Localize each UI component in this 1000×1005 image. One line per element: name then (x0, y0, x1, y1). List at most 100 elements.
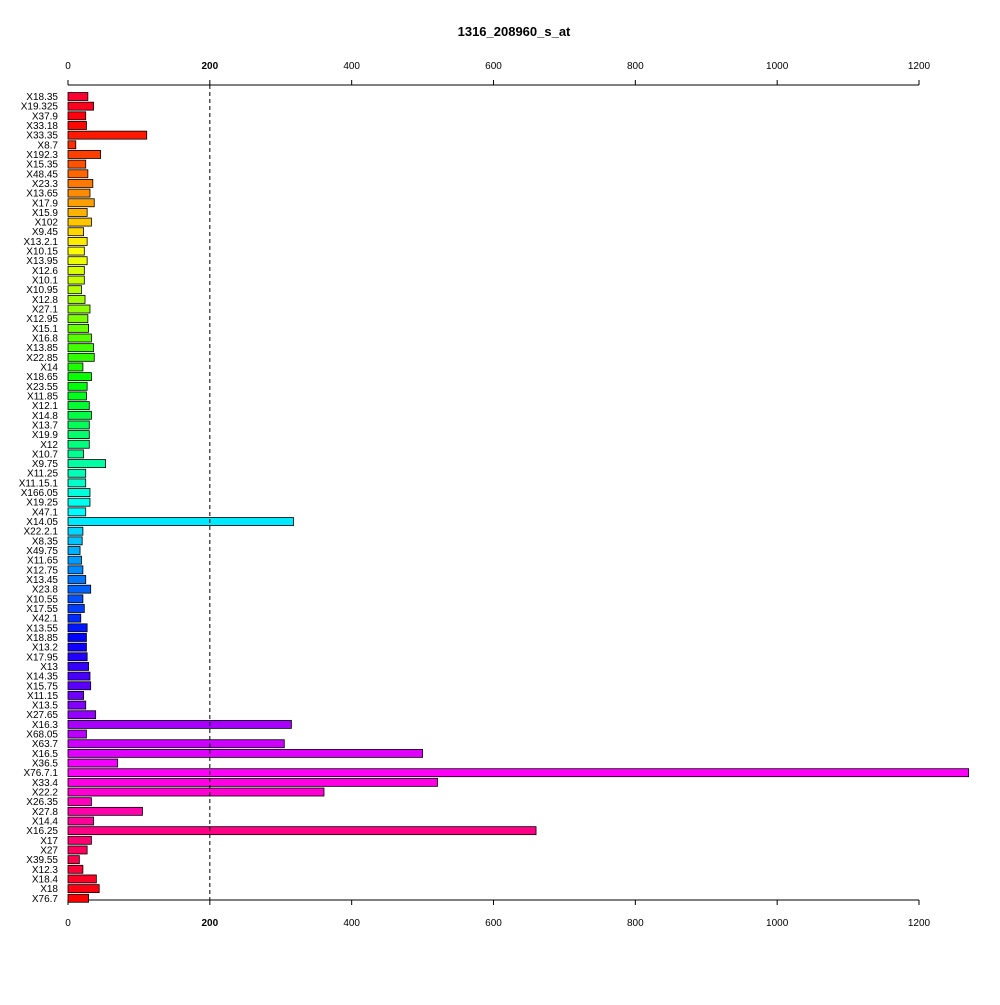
category-label: X39.55 (26, 855, 58, 866)
category-label: X12.3 (32, 865, 59, 876)
bar (67, 710, 97, 720)
category-label: X76.7.1 (24, 768, 59, 779)
bar (67, 835, 92, 845)
bar-series (67, 92, 970, 903)
tick-label: 0 (65, 918, 71, 929)
bar (67, 826, 537, 836)
bar (67, 555, 82, 565)
category-label: X10.1 (32, 276, 59, 287)
category-label: X27.65 (26, 710, 58, 721)
category-label: X22.2.1 (24, 527, 59, 538)
bar (67, 198, 95, 208)
tick-label: 1200 (908, 918, 931, 929)
bar (67, 101, 94, 111)
category-label: X19.325 (21, 102, 59, 113)
category-label: X13 (40, 662, 58, 673)
top-x-axis: 0 200 400 600 800 1000 1200 (65, 61, 931, 86)
category-label: X11.25 (27, 469, 58, 480)
tick-label: 200 (201, 918, 218, 929)
category-label: X27.8 (32, 807, 59, 818)
category-label: X18.65 (26, 372, 58, 383)
category-label: X12.8 (32, 295, 59, 306)
category-label: X8.7 (37, 140, 58, 151)
bar (67, 816, 94, 826)
bar (67, 536, 83, 546)
category-label: X14 (40, 362, 58, 373)
bar (67, 449, 85, 459)
bar (67, 797, 92, 807)
tick-label: 400 (343, 61, 360, 72)
bar (67, 430, 90, 440)
category-label: X15.35 (26, 160, 58, 171)
category-label: X37.9 (32, 111, 59, 122)
bar (67, 140, 77, 150)
category-label: X33.35 (26, 131, 58, 142)
bar (67, 507, 87, 517)
bar (67, 323, 89, 333)
category-label: X102 (35, 218, 59, 229)
bar (67, 236, 88, 246)
category-label: X13.5 (32, 701, 59, 712)
category-label: X11.15.1 (19, 478, 59, 489)
category-label: X27.1 (32, 305, 59, 316)
category-label: X17.55 (26, 604, 58, 615)
category-labels: X18.35X19.325X37.9X33.18X33.35X8.7X192.3… (19, 92, 59, 905)
category-label: X33.4 (32, 778, 59, 789)
tick-label: 0 (65, 61, 71, 72)
bar (67, 874, 97, 884)
bar (67, 671, 91, 681)
bar (67, 121, 87, 130)
bar (67, 217, 92, 227)
category-label: X13.2.1 (24, 237, 59, 248)
category-label: X10.55 (26, 594, 58, 605)
bar (67, 391, 87, 401)
bar (67, 864, 84, 874)
bar (67, 304, 91, 314)
bar (67, 594, 84, 604)
category-label: X14.4 (32, 817, 59, 828)
category-label: X23.8 (32, 585, 59, 596)
bar (67, 468, 87, 478)
bar (67, 855, 80, 865)
bar (67, 381, 88, 391)
bar (67, 584, 92, 594)
bar (67, 150, 102, 159)
bar (67, 362, 84, 372)
bar (67, 662, 89, 671)
category-label: X11.85 (27, 391, 58, 402)
category-label: X12.75 (26, 565, 58, 576)
category-label: X23.3 (32, 179, 59, 190)
category-label: X8.35 (32, 536, 59, 547)
bar (67, 294, 86, 304)
bar (67, 546, 81, 555)
category-label: X11.65 (27, 556, 58, 567)
category-label: X42.1 (32, 614, 59, 625)
category-label: X13.95 (26, 256, 58, 267)
category-label: X22.2 (32, 788, 59, 799)
bar (67, 256, 88, 266)
tick-label: 600 (485, 61, 502, 72)
category-label: X13.7 (32, 420, 59, 431)
category-label: X68.05 (26, 730, 58, 741)
category-label: X13.65 (26, 189, 58, 200)
category-label: X12 (40, 440, 58, 451)
category-label: X13.85 (26, 343, 58, 354)
category-label: X49.75 (26, 546, 58, 557)
category-label: X17 (40, 836, 58, 847)
tick-label: 800 (627, 61, 644, 72)
category-label: X13.55 (26, 623, 58, 634)
category-label: X10.15 (26, 247, 58, 258)
tick-label: 1000 (766, 918, 789, 929)
category-label: X47.1 (32, 507, 59, 518)
category-label: X17.9 (32, 198, 59, 209)
category-label: X18.4 (32, 874, 59, 885)
bar (67, 169, 89, 179)
category-label: X18 (40, 884, 58, 895)
category-label: X23.55 (26, 382, 58, 393)
bar (67, 691, 85, 700)
bar (67, 439, 90, 449)
bar (67, 401, 90, 411)
category-label: X16.8 (32, 334, 59, 345)
